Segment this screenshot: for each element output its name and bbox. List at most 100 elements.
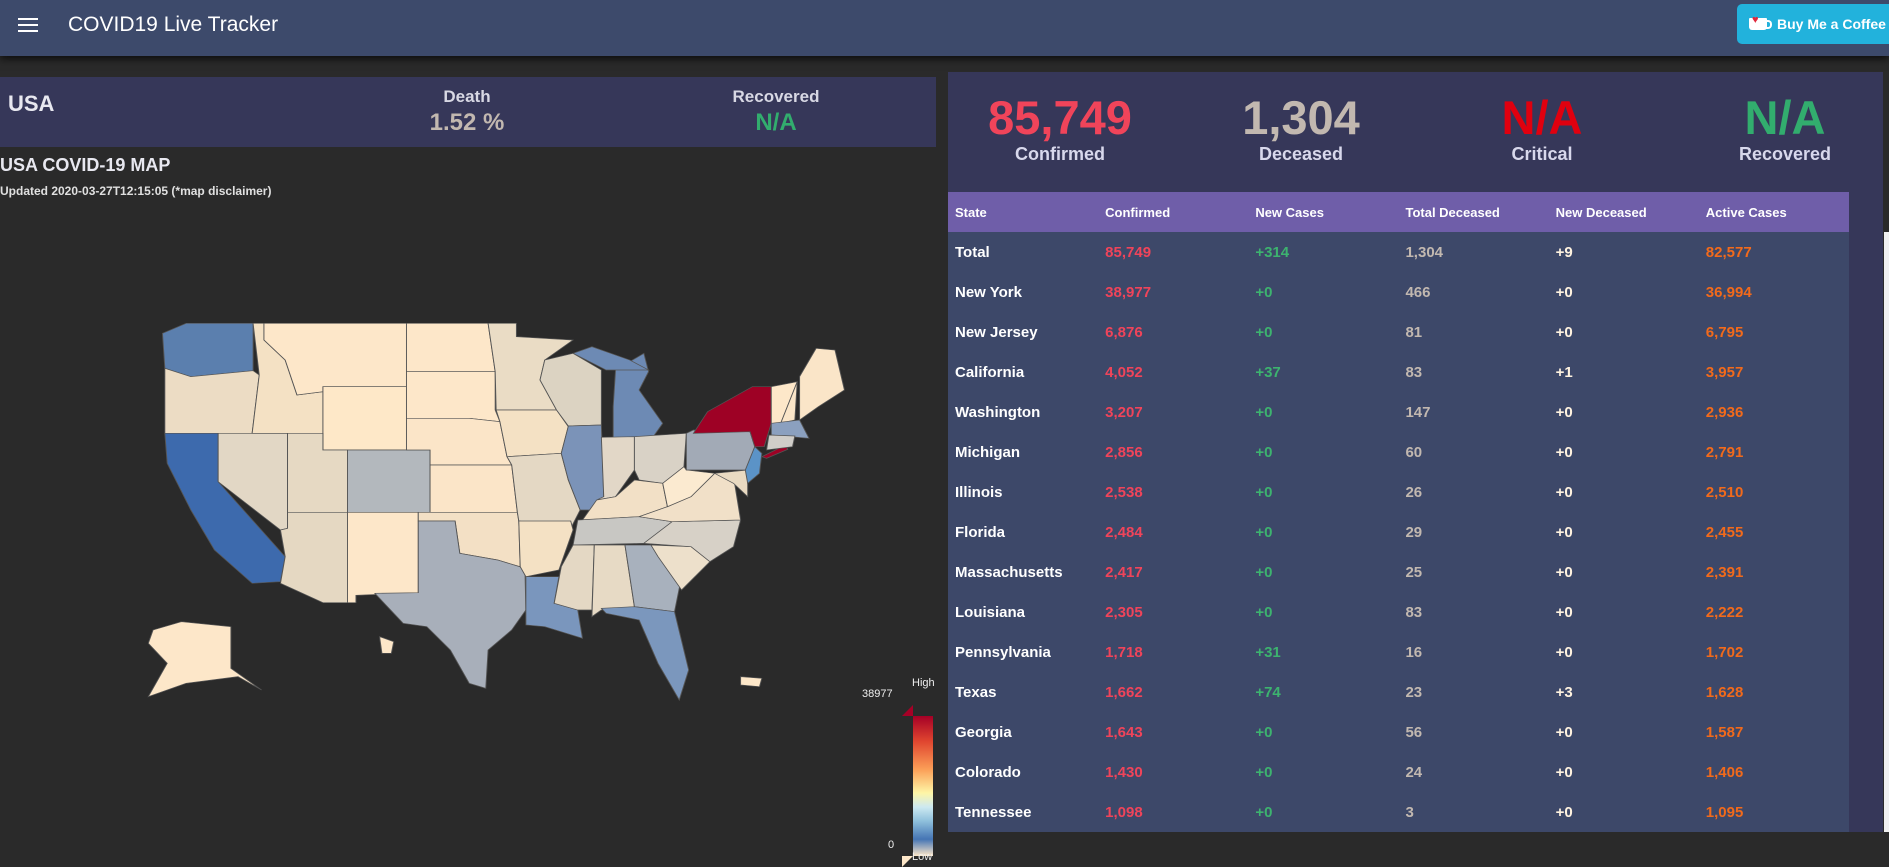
cell-new-deceased: +0 (1548, 312, 1699, 352)
state-maine[interactable] (799, 347, 845, 421)
state-illinois[interactable] (560, 424, 605, 511)
state-connecticut-rhode-island[interactable] (766, 434, 796, 451)
cell-total-deceased: 25 (1398, 552, 1549, 592)
cell-state: Tennessee (948, 792, 1099, 832)
table-row[interactable]: Florida 2,484 +0 29 +0 2,455 (948, 512, 1849, 552)
recovered-summary-value: N/A (1744, 91, 1826, 144)
table-row[interactable]: Massachusetts 2,417 +0 25 +0 2,391 (948, 552, 1849, 592)
table-row[interactable]: Michigan 2,856 +0 60 +0 2,791 (948, 432, 1849, 472)
recovered-summary-label: Recovered (1738, 143, 1832, 164)
state-arizona[interactable] (279, 512, 348, 603)
cell-total-deceased: 83 (1398, 352, 1549, 392)
state-new-mexico[interactable] (347, 512, 419, 603)
cell-confirmed: 2,484 (1098, 512, 1249, 552)
cell-new-deceased: +0 (1548, 592, 1699, 632)
table-row[interactable]: Washington 3,207 +0 147 +0 2,936 (948, 392, 1849, 432)
column-header-active-cases[interactable]: Active Cases (1698, 192, 1849, 232)
cell-new-cases: +0 (1248, 552, 1399, 592)
table-row[interactable]: Illinois 2,538 +0 26 +0 2,510 (948, 472, 1849, 512)
table-row[interactable]: New Jersey 6,876 +0 81 +0 6,795 (948, 312, 1849, 352)
state-north-dakota[interactable] (405, 323, 496, 372)
table-row[interactable]: Texas 1,662 +74 23 +3 1,628 (948, 672, 1849, 712)
cell-confirmed: 85,749 (1098, 232, 1249, 272)
cell-active-cases: 2,455 (1698, 512, 1849, 552)
app-bar: COVID19 Live Tracker Buy Me a Coffee (0, 0, 1889, 56)
recovered-value: N/A (755, 109, 797, 136)
state-kansas[interactable] (429, 464, 518, 513)
cell-active-cases: 2,936 (1698, 392, 1849, 432)
cell-total-deceased: 1,304 (1398, 232, 1549, 272)
territory-puerto-rico[interactable] (740, 676, 763, 688)
recovered-stat: Recovered N/A (676, 87, 876, 137)
state-colorado[interactable] (347, 449, 431, 513)
cell-new-cases: +0 (1248, 512, 1399, 552)
column-header-new-cases[interactable]: New Cases (1248, 192, 1399, 232)
cell-new-deceased: +0 (1548, 392, 1699, 432)
state-washington[interactable] (161, 323, 254, 378)
state-hawaii[interactable] (379, 636, 395, 654)
state-texas[interactable] (373, 520, 527, 689)
confirmed-stat: 85,749 Confirmed (940, 92, 1180, 165)
buy-me-a-coffee-button[interactable]: Buy Me a Coffee (1737, 4, 1889, 44)
table-row[interactable]: Pennsylvania 1,718 +31 16 +0 1,702 (948, 632, 1849, 672)
column-header-total-deceased[interactable]: Total Deceased (1398, 192, 1549, 232)
state-massachusetts[interactable] (770, 419, 810, 439)
table-row[interactable]: California 4,052 +37 83 +1 3,957 (948, 352, 1849, 392)
table-row[interactable]: New York 38,977 +0 466 +0 36,994 (948, 272, 1849, 312)
state-south-dakota[interactable] (405, 371, 501, 423)
cell-state: Florida (948, 512, 1099, 552)
confirmed-value: 85,749 (988, 91, 1132, 144)
cell-confirmed: 3,207 (1098, 392, 1249, 432)
cell-new-cases: +0 (1248, 392, 1399, 432)
cell-total-deceased: 56 (1398, 712, 1549, 752)
death-rate-stat: Death 1.52 % (367, 87, 567, 137)
app-title: COVID19 Live Tracker (68, 13, 279, 36)
cell-state: Pennsylvania (948, 632, 1099, 672)
deceased-value: 1,304 (1242, 91, 1360, 144)
state-wyoming[interactable] (322, 386, 407, 451)
table-row[interactable]: Georgia 1,643 +0 56 +0 1,587 (948, 712, 1849, 752)
critical-value: N/A (1501, 91, 1583, 144)
table-row[interactable]: Total 85,749 +314 1,304 +9 82,577 (948, 232, 1849, 272)
state-michigan[interactable] (612, 352, 664, 438)
cell-new-cases: +0 (1248, 272, 1399, 312)
death-value: 1.52 % (429, 109, 505, 136)
column-header-new-deceased[interactable]: New Deceased (1548, 192, 1699, 232)
scrollbar[interactable] (1884, 232, 1889, 832)
cell-confirmed: 2,417 (1098, 552, 1249, 592)
cell-confirmed: 38,977 (1098, 272, 1249, 312)
cell-state: Washington (948, 392, 1099, 432)
cell-active-cases: 1,702 (1698, 632, 1849, 672)
cell-active-cases: 1,587 (1698, 712, 1849, 752)
death-label: Death (443, 87, 491, 106)
cell-new-cases: +31 (1248, 632, 1399, 672)
state-new-jersey[interactable] (744, 445, 763, 485)
map-updated[interactable]: Updated 2020-03-27T12:15:05 (*map discla… (0, 184, 272, 198)
cell-confirmed: 4,052 (1098, 352, 1249, 392)
state-florida[interactable] (600, 606, 690, 702)
menu-icon[interactable] (18, 18, 38, 34)
cell-state: Texas (948, 672, 1099, 712)
state-maryland-delaware[interactable] (713, 469, 749, 498)
column-header-confirmed[interactable]: Confirmed (1098, 192, 1249, 232)
cell-active-cases: 6,795 (1698, 312, 1849, 352)
legend-high-marker (902, 705, 913, 716)
state-arkansas[interactable] (518, 520, 574, 578)
state-iowa[interactable] (495, 409, 569, 458)
state-michigan-upper[interactable] (572, 346, 650, 371)
state-oregon[interactable] (164, 367, 260, 434)
state-pennsylvania[interactable] (685, 429, 756, 471)
table-row[interactable]: Tennessee 1,098 +0 3 +0 1,095 (948, 792, 1849, 832)
cell-active-cases: 36,994 (1698, 272, 1849, 312)
recovered-label: Recovered (732, 87, 820, 106)
state-georgia[interactable] (624, 544, 683, 613)
table-row[interactable]: Colorado 1,430 +0 24 +0 1,406 (948, 752, 1849, 792)
table-row[interactable]: Louisiana 2,305 +0 83 +0 2,222 (948, 592, 1849, 632)
state-alaska[interactable] (147, 621, 262, 698)
column-header-state[interactable]: State (948, 192, 1099, 232)
cell-total-deceased: 29 (1398, 512, 1549, 552)
cell-new-cases: +37 (1248, 352, 1399, 392)
cell-new-cases: +314 (1248, 232, 1399, 272)
usa-choropleth-map[interactable] (120, 310, 860, 710)
legend-low-label: Low (912, 851, 933, 863)
